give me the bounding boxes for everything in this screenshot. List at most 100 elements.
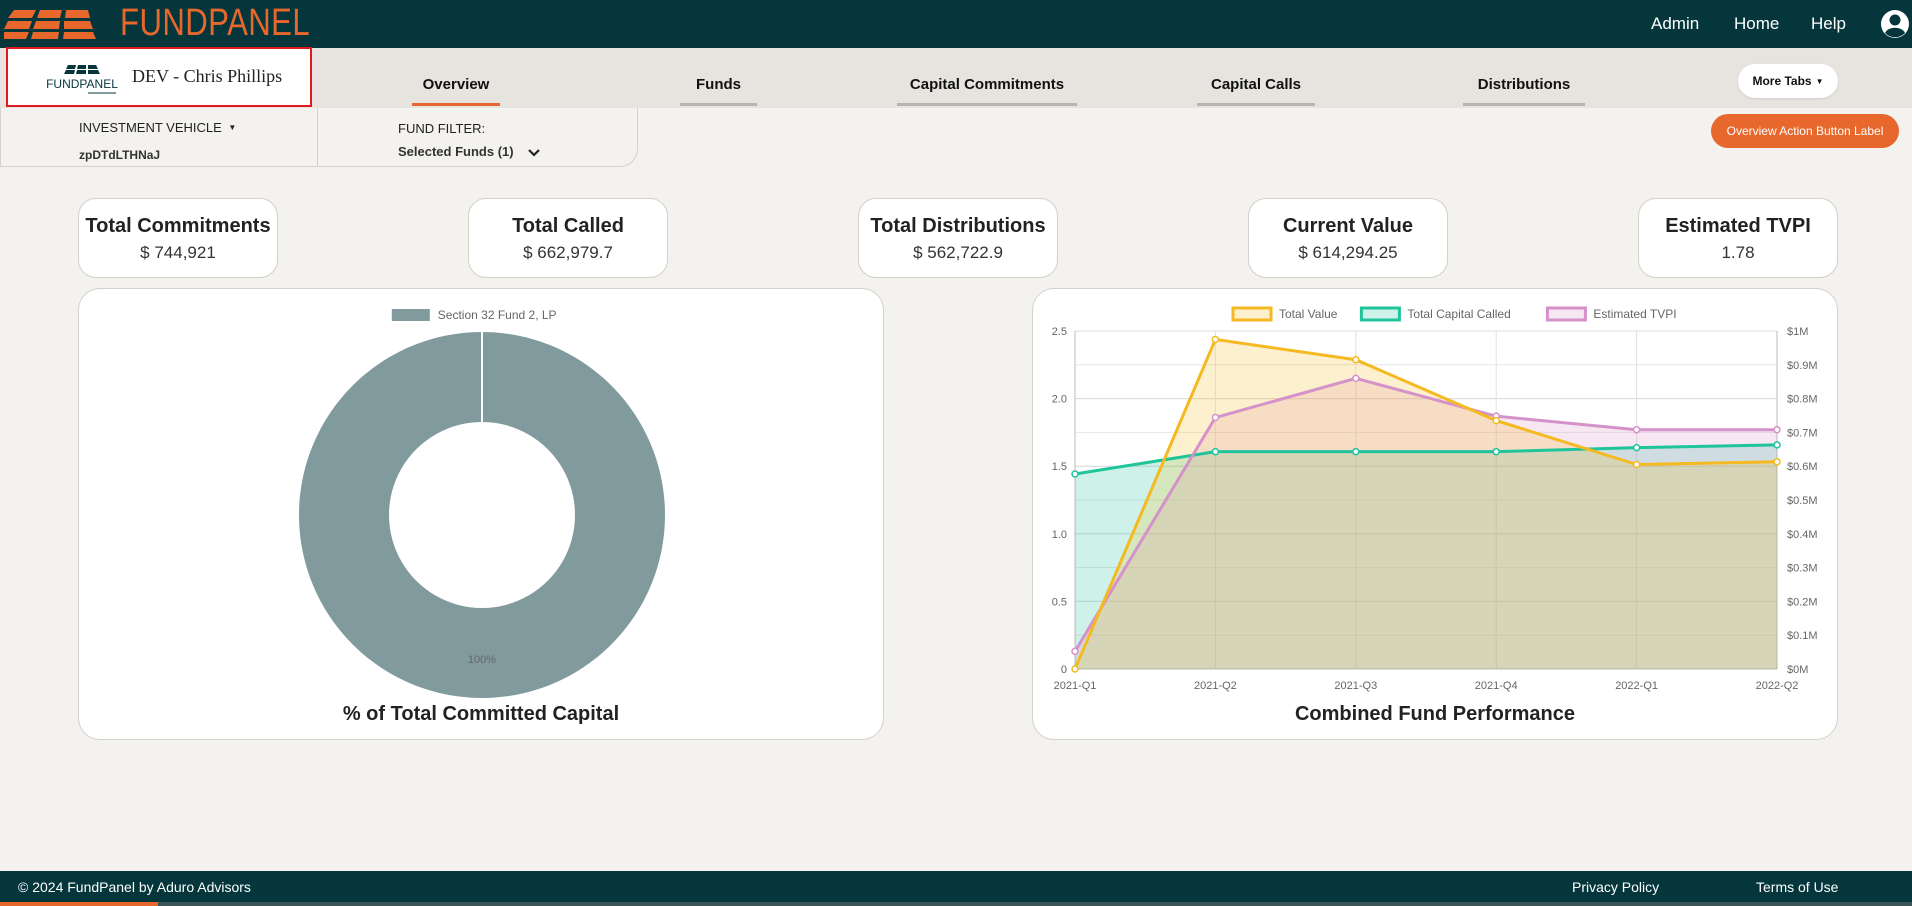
x-axis-tick: 2021-Q2 <box>1194 680 1237 692</box>
series-area <box>1075 444 1777 669</box>
data-point <box>1071 470 1079 478</box>
nav-home-link[interactable]: Home <box>1734 14 1780 33</box>
entity-selector[interactable]: FUNDPANEL DEV - Chris Phillips <box>6 47 312 107</box>
stat-label: Estimated TVPI <box>1665 215 1811 237</box>
stat-value: $ 614,294.25 <box>1298 243 1398 262</box>
stat-card-estimated-tvpi: Estimated TVPI 1.78 <box>1638 198 1838 278</box>
overview-action-button[interactable]: Overview Action Button Label <box>1711 114 1899 148</box>
stat-label: Total Commitments <box>85 215 271 237</box>
tab-overview[interactable]: Overview <box>412 76 500 106</box>
tab-underline <box>412 103 500 106</box>
data-point <box>1492 416 1500 425</box>
stat-value: $ 662,979.7 <box>523 243 613 262</box>
left-axis-tick: 2.5 <box>1052 326 1067 338</box>
footer-accent <box>0 902 158 906</box>
tab-bar <box>0 48 1912 108</box>
tab-label: Capital Commitments <box>909 76 1065 93</box>
tab-label: Distributions <box>1477 76 1571 93</box>
data-point <box>1071 647 1079 656</box>
fund-filter-label: FUND FILTER: <box>398 121 486 136</box>
data-point <box>1352 374 1360 383</box>
data-point <box>1773 441 1781 449</box>
investment-vehicle-dropdown[interactable]: INVESTMENT VEHICLE ▼ <box>79 120 236 135</box>
x-axis-tick: 2022-Q1 <box>1615 680 1658 692</box>
filter-panel <box>0 108 638 167</box>
donut-chart-title: % of Total Committed Capital <box>342 703 620 725</box>
x-axis-tick: 2021-Q4 <box>1475 680 1518 692</box>
performance-chart-title: Combined Fund Performance <box>1294 703 1576 725</box>
brand-wordmark[interactable]: FUNDPANEL <box>120 2 311 44</box>
data-point <box>1773 425 1781 434</box>
right-axis-tick: $0.2M <box>1787 596 1818 608</box>
tab-funds[interactable]: Funds <box>680 76 757 106</box>
legend-label: Total Value <box>1279 307 1338 321</box>
filter-divider <box>317 108 318 166</box>
stat-value: $ 562,722.9 <box>913 243 1003 262</box>
stat-card-total-commitments: Total Commitments $ 744,921 <box>78 198 278 278</box>
chevron-down-icon <box>528 148 540 157</box>
data-point <box>1211 335 1220 344</box>
legend-swatch <box>391 309 430 321</box>
stat-label: Total Distributions <box>870 215 1046 237</box>
investment-vehicle-value: zpDTdLTHNaJ <box>79 148 161 162</box>
tab-capital-commitments[interactable]: Capital Commitments <box>897 76 1077 106</box>
stat-value: 1.78 <box>1721 243 1755 262</box>
stat-card-current-value: Current Value $ 614,294.25 <box>1248 198 1448 278</box>
right-axis-tick: $0M <box>1787 664 1808 676</box>
data-point <box>1632 443 1641 452</box>
data-point <box>1352 355 1360 364</box>
footer-bar <box>0 902 1912 906</box>
privacy-policy-link[interactable]: Privacy Policy <box>1572 879 1660 895</box>
legend-swatch <box>1545 306 1587 322</box>
tab-capital-calls[interactable]: Capital Calls <box>1197 76 1315 106</box>
left-axis-tick: 1.5 <box>1052 461 1067 473</box>
tab-underline <box>1463 103 1585 106</box>
fund-filter-dropdown[interactable]: Selected Funds (1) <box>398 144 541 159</box>
stat-card-total-distributions: Total Distributions $ 562,722.9 <box>858 198 1058 278</box>
stat-label: Total Called <box>512 215 624 237</box>
more-tabs-button[interactable]: More Tabs ▼ <box>1738 64 1838 98</box>
performance-chart: Total Value Total Capital Called Estimated… <box>1052 306 1818 692</box>
right-axis-tick: $0.4M <box>1787 529 1818 541</box>
legend-label: Total Capital Called <box>1407 307 1510 321</box>
left-axis-tick: 0.5 <box>1052 596 1067 608</box>
tab-label: Funds <box>696 76 741 93</box>
donut-chart: Section 32 Fund 2, LP 100% <box>298 308 665 698</box>
fund-performance-card: Total Value Total Capital Called Estimated… <box>1032 288 1838 740</box>
entity-name: DEV - Chris Phillips <box>132 66 283 86</box>
tab-label: Overview <box>422 76 490 93</box>
nav-help-link[interactable]: Help <box>1811 14 1846 33</box>
entity-logo: FUNDPANEL <box>46 65 118 94</box>
data-point <box>1071 665 1079 673</box>
series-area <box>1075 339 1777 669</box>
right-axis-tick: $0.6M <box>1787 461 1818 473</box>
slice-data-label: 100% <box>468 654 496 666</box>
top-navbar: FUNDPANEL Admin Home Help <box>0 0 1912 48</box>
data-point <box>1632 425 1641 434</box>
user-circle-icon[interactable] <box>1880 9 1910 39</box>
stat-value: $ 744,921 <box>140 243 216 262</box>
copyright-text: © 2024 FundPanel by Aduro Advisors <box>18 879 251 895</box>
caret-down-icon: ▼ <box>228 123 237 132</box>
nav-admin-link[interactable]: Admin <box>1651 14 1700 33</box>
series-line <box>1073 337 1778 670</box>
fund-filter-value: Selected Funds (1) <box>398 144 514 159</box>
tab-underline <box>897 103 1077 106</box>
tab-distributions[interactable]: Distributions <box>1463 76 1585 106</box>
terms-of-use-link[interactable]: Terms of Use <box>1756 879 1839 895</box>
fundpanel-logo-icon[interactable] <box>4 8 114 40</box>
data-point <box>1211 447 1220 456</box>
legend-label: Section 32 Fund 2, LP <box>438 308 557 322</box>
x-axis-tick: 2021-Q3 <box>1334 680 1377 692</box>
right-axis-tick: $0.5M <box>1787 495 1818 507</box>
stat-label: Current Value <box>1282 215 1414 237</box>
left-axis-tick: 1.0 <box>1052 529 1067 541</box>
left-axis-tick: 2.0 <box>1052 394 1067 406</box>
legend-swatch <box>1231 306 1273 322</box>
right-axis-tick: $0.7M <box>1787 427 1818 439</box>
x-axis-tick: 2022-Q2 <box>1756 680 1799 692</box>
donut-slice <box>298 332 665 698</box>
caret-down-icon: ▼ <box>1815 76 1824 86</box>
tab-label: Capital Calls <box>1210 76 1302 93</box>
right-axis-tick: $0.9M <box>1787 360 1818 372</box>
